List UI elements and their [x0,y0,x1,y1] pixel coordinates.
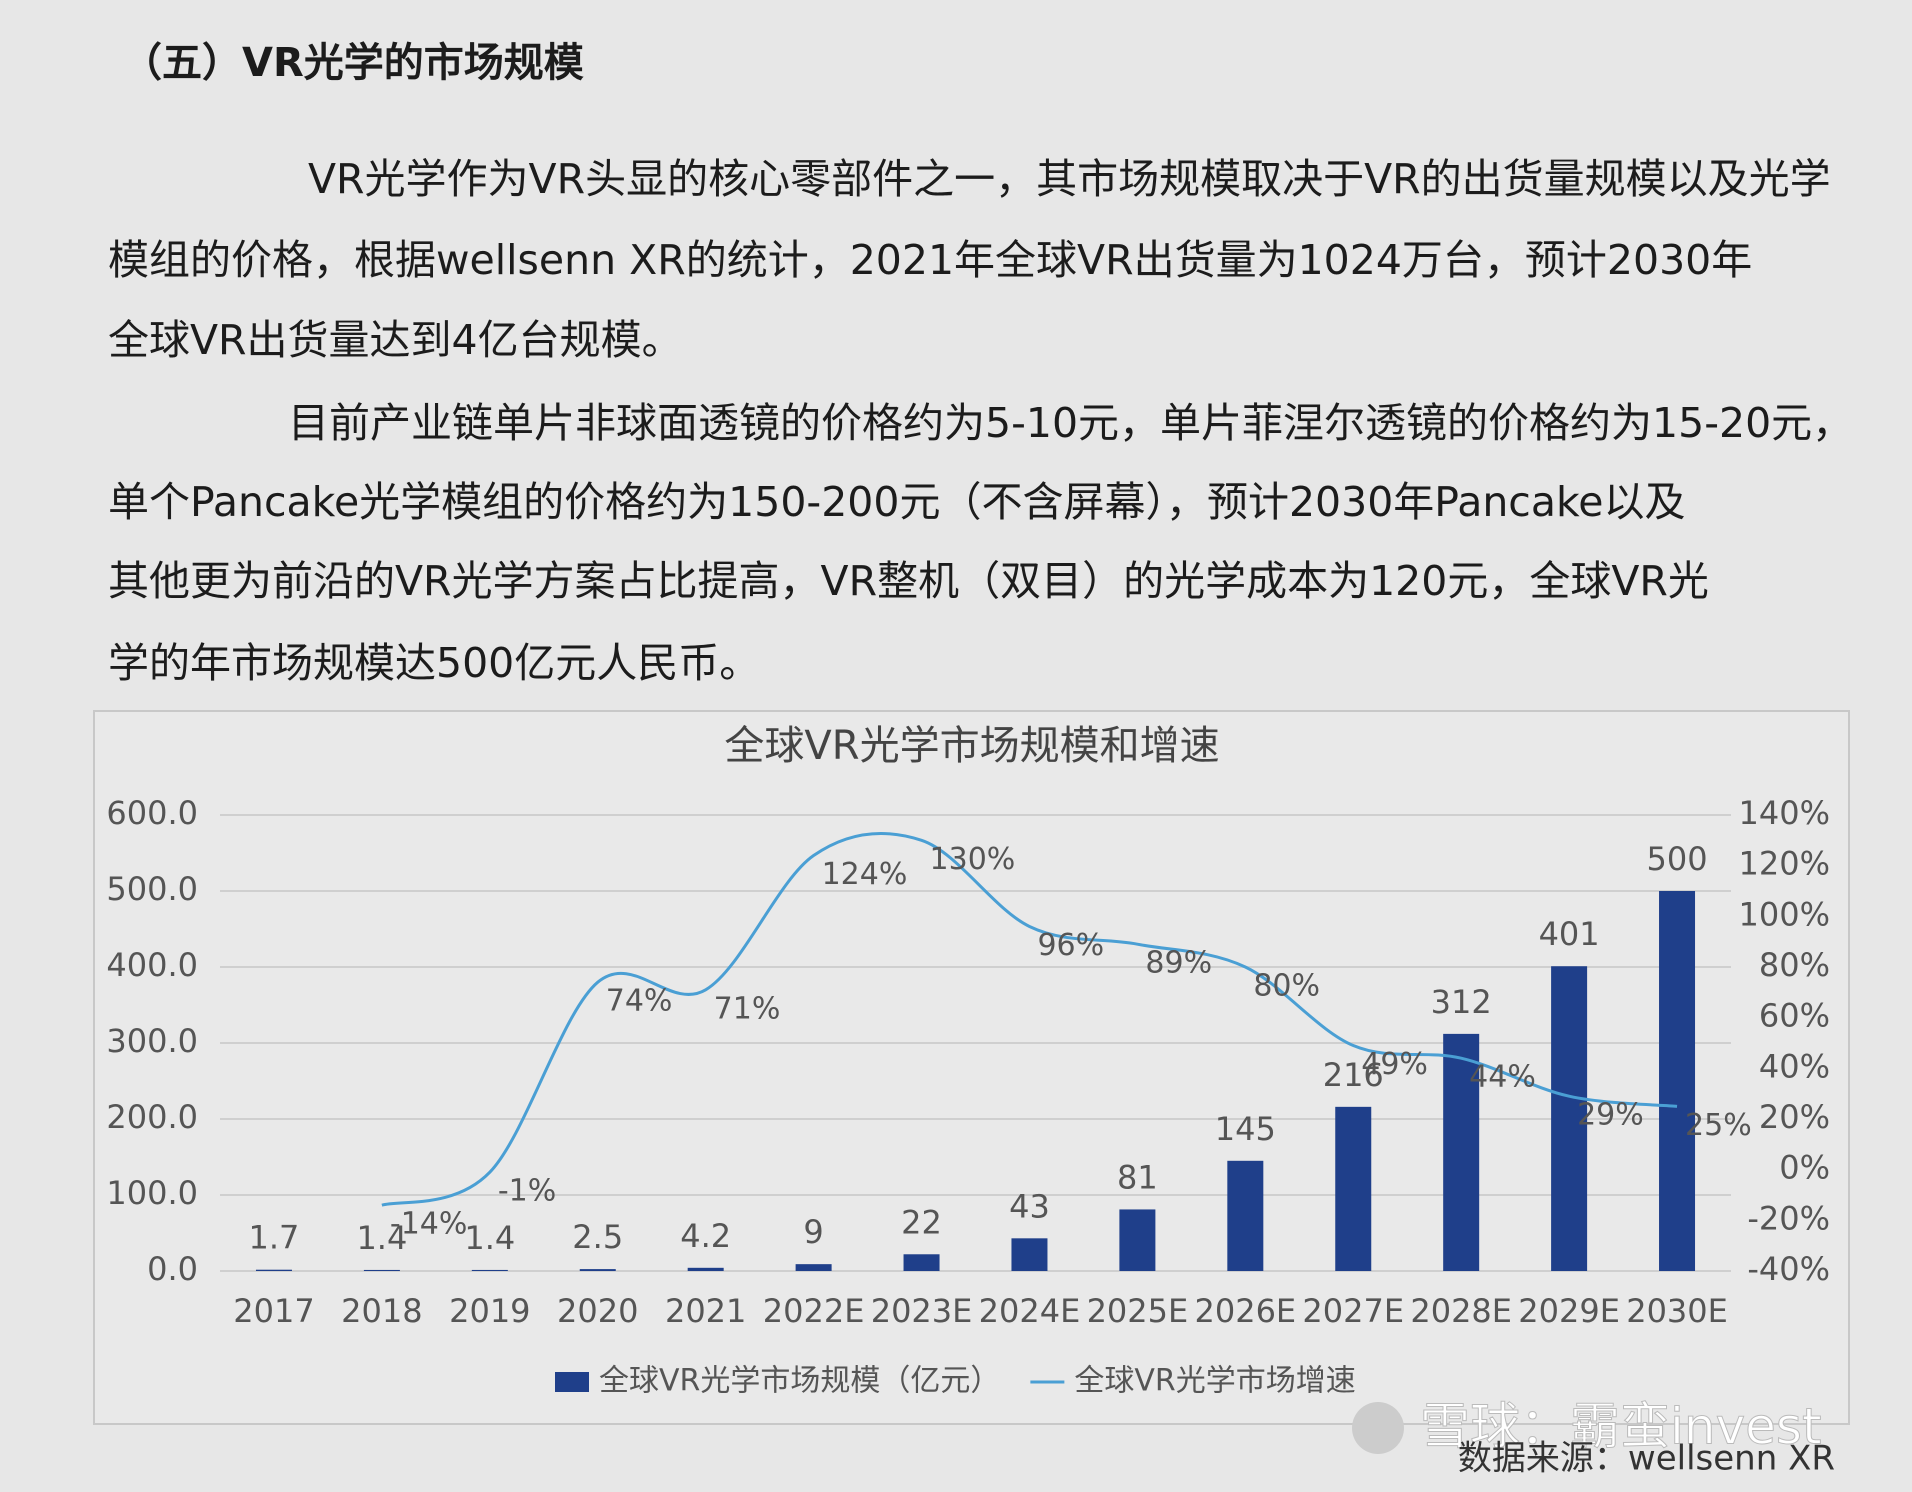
bar [903,1254,940,1271]
bar-label: 9 [803,1213,823,1251]
line-label: -14% [390,1207,468,1242]
bar [471,1269,508,1271]
bar-label: 500 [1646,840,1707,878]
x-tick-label: 2022E [763,1292,865,1330]
logo [1352,1402,1404,1454]
text-line: VR光学作为VR头显的核心零部件之一，其市场规模取决于VR的出货量规模以及光学 [308,155,1831,203]
bar-label: 401 [1539,915,1600,953]
x-tick-label: 2023E [871,1292,973,1330]
bar-label: 216 [1323,1056,1384,1094]
chart-title: 全球VR光学市场规模和增速 [724,723,1219,769]
y2-tick-label: 140% [1739,794,1830,832]
legend-label: 全球VR光学市场增速 [1074,1364,1355,1399]
bar [1659,891,1696,1271]
x-tick-label: 2024E [979,1292,1081,1330]
x-tick-label: 2030E [1626,1292,1728,1330]
text-line: 单个Pancake光学模组的价格约为150-200元（不含屏幕），预计2030年… [108,478,1686,526]
bar-label: 312 [1431,983,1492,1021]
text-line: 模组的价格，根据wellsenn XR的统计，2021年全球VR出货量为1024… [108,236,1753,284]
legend-swatch [555,1372,589,1392]
legend-label: 全球VR光学市场规模（亿元） [599,1364,1000,1399]
bar-label: 1.7 [249,1219,300,1257]
bar [1443,1033,1480,1271]
y2-tick-label: 100% [1739,895,1830,933]
y-tick-label: 600.0 [106,794,198,832]
growth-line [381,831,1678,1207]
text-line: 学的年市场规模达500亿元人民币。 [108,639,761,687]
bar [1227,1160,1264,1271]
y-tick-label: 400.0 [106,946,198,984]
bar-label: 43 [1009,1187,1050,1225]
bar [255,1269,292,1271]
line-label: 25% [1685,1108,1752,1143]
x-tick-label: 2027E [1302,1292,1404,1330]
y-tick-label: 0.0 [147,1250,198,1288]
y2-tick-label: 60% [1759,997,1830,1035]
heading: （五）VR光学的市场规模 [122,40,584,86]
x-tick-label: 2021 [665,1292,746,1330]
y-tick-label: 300.0 [106,1022,198,1060]
text-line: 目前产业链单片非球面透镜的价格约为5-10元，单片菲涅尔透镜的价格约为15-20… [288,399,1854,447]
x-tick-label: 2026E [1194,1292,1296,1330]
y2-tick-label: 120% [1739,845,1830,883]
bar [1551,966,1588,1271]
bar-label: 1.4 [356,1219,407,1257]
line-label: 89% [1145,946,1212,981]
line-label: 49% [1361,1047,1428,1082]
bar-label: 145 [1215,1110,1276,1148]
y2-tick-label: 0% [1779,1149,1830,1187]
bar-label: 22 [901,1203,942,1241]
bar [795,1264,832,1271]
bar [1119,1209,1156,1271]
bar [1335,1106,1372,1271]
line-label: 130% [930,842,1016,877]
text-line: 其他更为前沿的VR光学方案占比提高，VR整机（双目）的光学成本为120元，全球V… [108,557,1709,605]
text-line: 全球VR出货量达到4亿台规模。 [108,316,683,364]
bar [1011,1238,1048,1271]
bar-label: 2.5 [572,1218,623,1256]
bar-label: 1.4 [464,1219,515,1257]
line-label: 44% [1469,1060,1536,1095]
source: 数据来源：wellsenn XR [1458,1439,1835,1479]
line-label: 96% [1037,928,1104,963]
x-tick-label: 2020 [557,1292,638,1330]
x-tick-label: 2028E [1410,1292,1512,1330]
bar [579,1269,616,1271]
y2-tick-label: 20% [1759,1098,1830,1136]
y-tick-label: 200.0 [106,1098,198,1136]
y2-tick-label: 40% [1759,1047,1830,1085]
y2-tick-label: 80% [1759,946,1830,984]
y-tick-label: 500.0 [106,870,198,908]
x-tick-label: 2017 [233,1292,314,1330]
line-label: 29% [1577,1098,1644,1133]
y-tick-label: 100.0 [106,1174,198,1212]
x-tick-label: 2025E [1087,1292,1189,1330]
x-tick-label: 2018 [341,1292,422,1330]
y2-tick-label: -20% [1747,1199,1830,1237]
line-label: 74% [606,984,673,1019]
x-tick-label: 2019 [449,1292,530,1330]
bar-label: 4.2 [680,1217,731,1255]
bar [687,1267,724,1271]
watermark: 雪球：霸蛮invest [1420,1398,1822,1456]
bar-label: 81 [1117,1158,1158,1196]
line-label: -1% [498,1174,556,1209]
y2-tick-label: -40% [1747,1250,1830,1288]
bar [363,1269,400,1271]
line-label: 124% [822,857,908,892]
line-label: 80% [1253,969,1320,1004]
line-label: 71% [714,991,781,1026]
x-tick-label: 2029E [1518,1292,1620,1330]
